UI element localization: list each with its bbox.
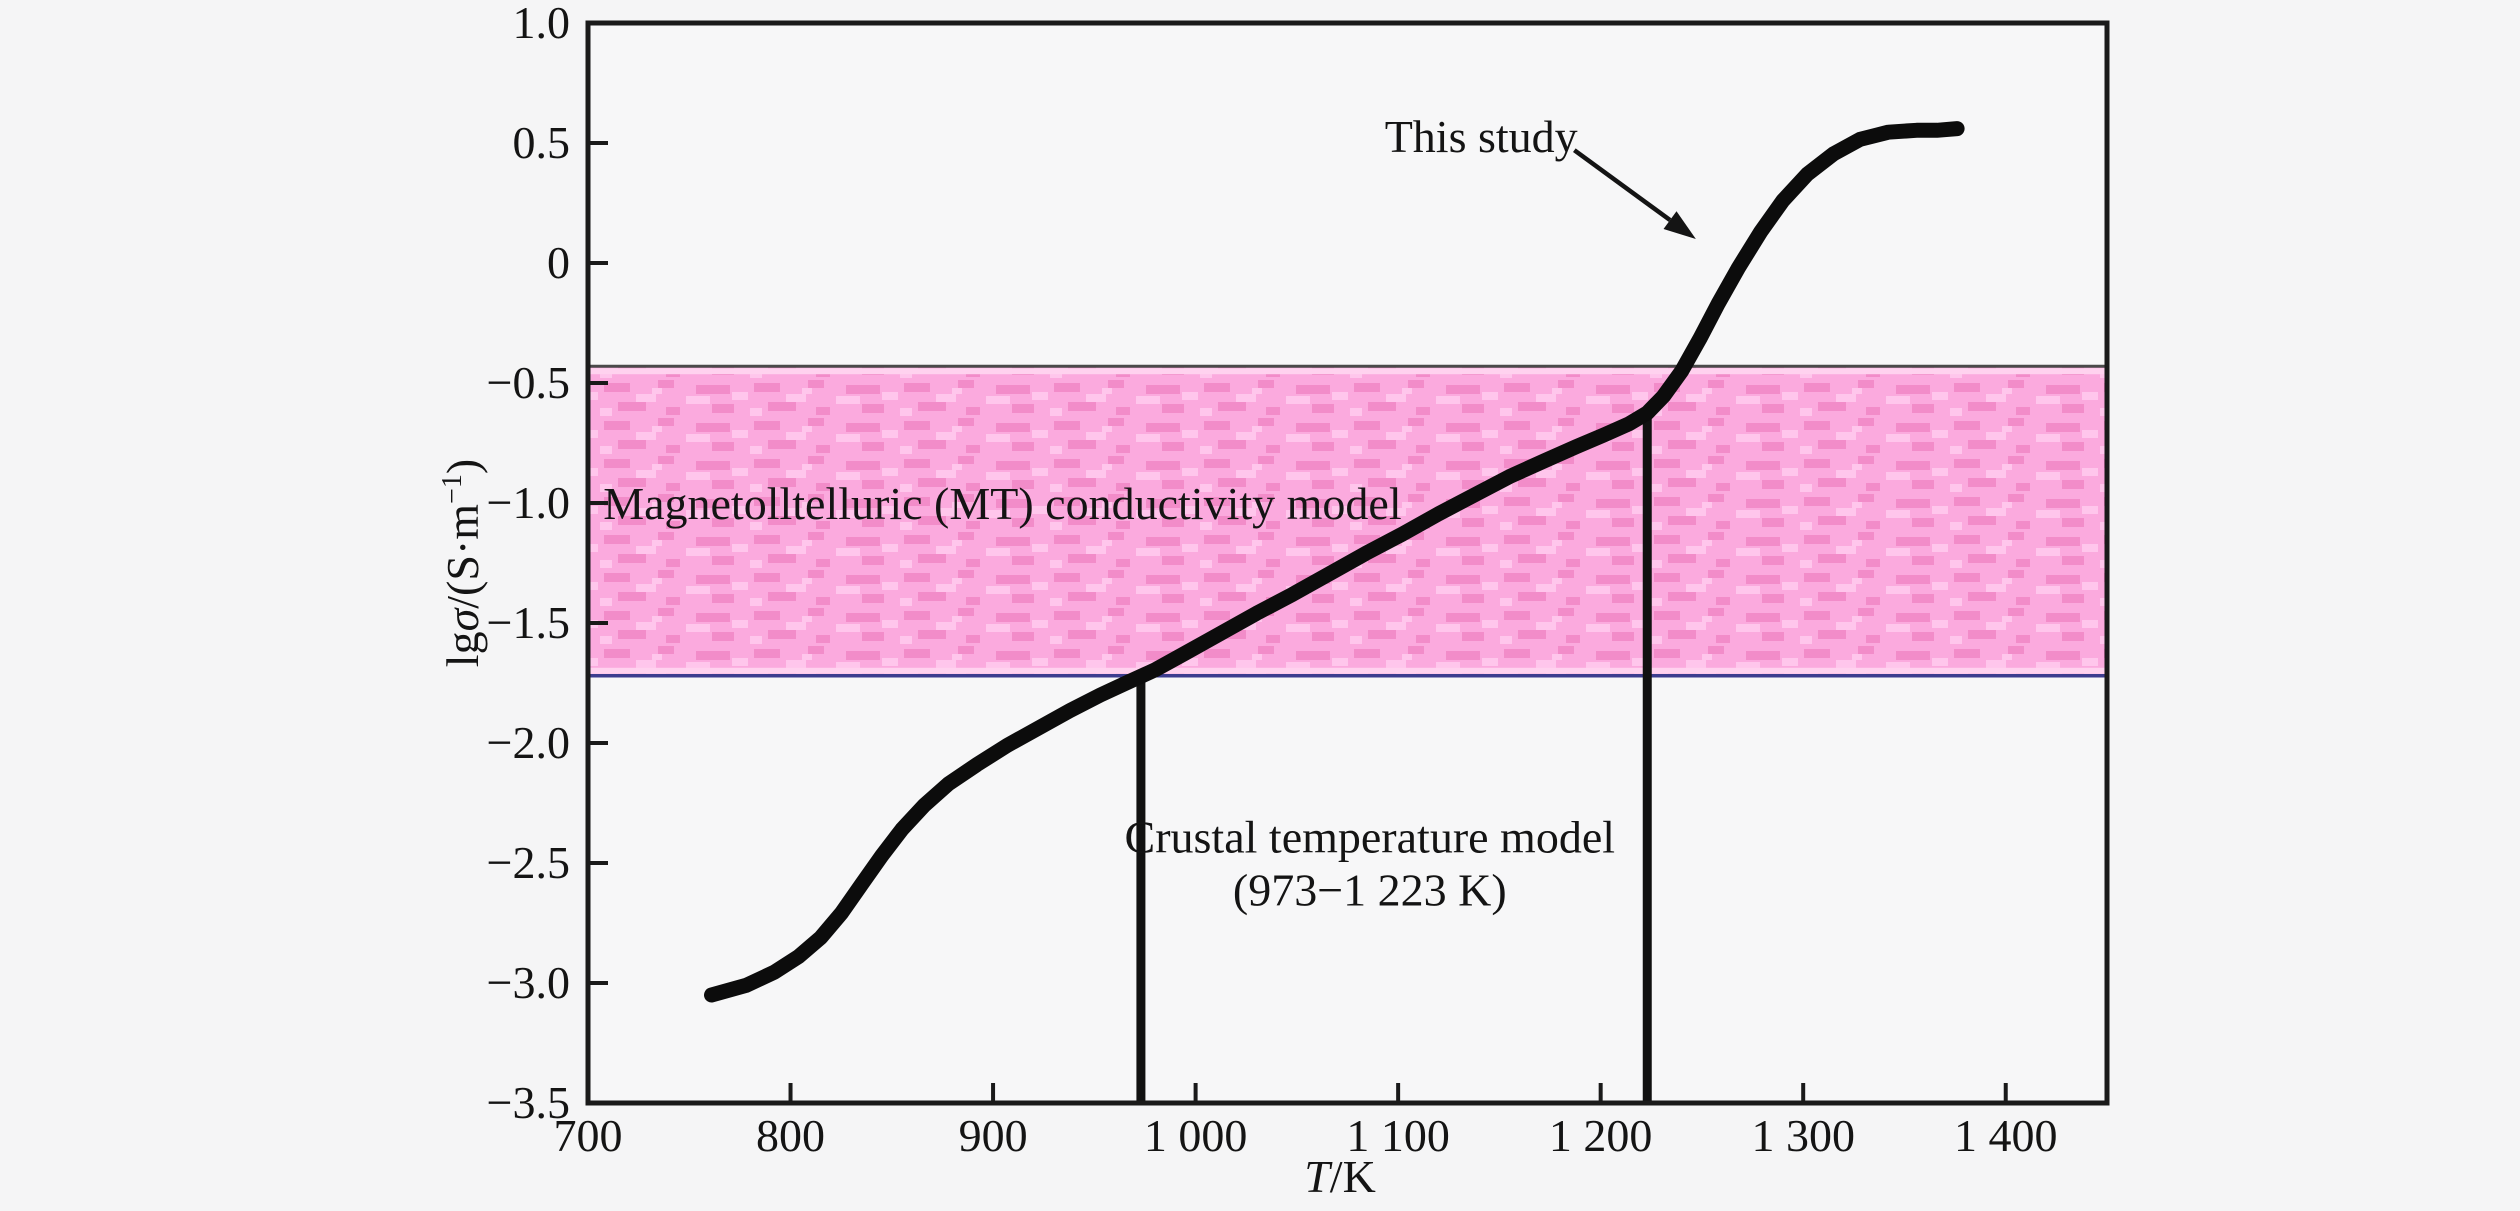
band-bottom-strip: [588, 667, 2107, 674]
y-title-close: ): [437, 459, 488, 474]
y-tick-label: −1.0: [487, 477, 570, 528]
conductivity-curve: [704, 121, 1965, 1003]
y-tick-label: −3.0: [487, 957, 570, 1008]
y-tick-label: −0.5: [487, 357, 570, 408]
y-tick-label: −1.5: [487, 597, 570, 648]
x-axis-title: T/K: [1304, 1151, 1376, 1202]
band-label: Magnetolltelluric (MT) conductivity mode…: [603, 478, 1401, 529]
temperature-marker-lines: [1136, 413, 1652, 1103]
band-top-strip: [588, 368, 2107, 375]
this-study-curve: [704, 121, 1965, 1003]
mt-conductivity-band: [588, 364, 2107, 678]
x-tick-label: 1 100: [1346, 1110, 1450, 1161]
y-axis-title: lgσ/(S·m−1): [437, 459, 488, 667]
y-tick-label: 0: [547, 237, 570, 288]
x-tick-label: 1 000: [1144, 1110, 1248, 1161]
y-tick-label: −3.5: [487, 1077, 570, 1128]
axes-box: [585, 20, 2110, 1106]
crustal-model-label-line1: Crustal temperature model: [1125, 812, 1616, 863]
x-title-rest: /K: [1330, 1151, 1376, 1202]
axes: [585, 20, 2110, 1106]
x-tick-label: 1 200: [1549, 1110, 1653, 1161]
x-tick-label: 1 400: [1954, 1110, 2058, 1161]
this-study-label: This study: [1385, 111, 1578, 162]
axis-ticks-and-labels: 700 800 900 1 000 1 100 1 200 1 300 1 400 1.0 0.5…: [487, 0, 2058, 1161]
y-tick-label: 1.0: [513, 0, 571, 48]
crustal-model-label-line2: (973−1 223 K): [1233, 864, 1507, 915]
arrow-shaft: [1573, 148, 1672, 222]
y-tick-label: −2.0: [487, 717, 570, 768]
y-title-sigma: σ: [437, 606, 488, 631]
y-title-superscript: −1: [437, 474, 468, 504]
arrow-head: [1663, 211, 1696, 239]
x-title-var: T: [1304, 1151, 1333, 1202]
y-tick-label: −2.5: [487, 837, 570, 888]
y-title-unit: /(S·m: [437, 504, 488, 609]
x-tick-label: 700: [554, 1110, 623, 1161]
y-title-prefix: lg: [437, 631, 488, 667]
x-tick-label: 1 300: [1751, 1110, 1855, 1161]
y-tick-label: 0.5: [513, 117, 571, 168]
this-study-arrow: [1573, 148, 1696, 239]
x-tick-label: 800: [756, 1110, 825, 1161]
band-texture: [588, 366, 2107, 676]
x-tick-label: 900: [959, 1110, 1028, 1161]
